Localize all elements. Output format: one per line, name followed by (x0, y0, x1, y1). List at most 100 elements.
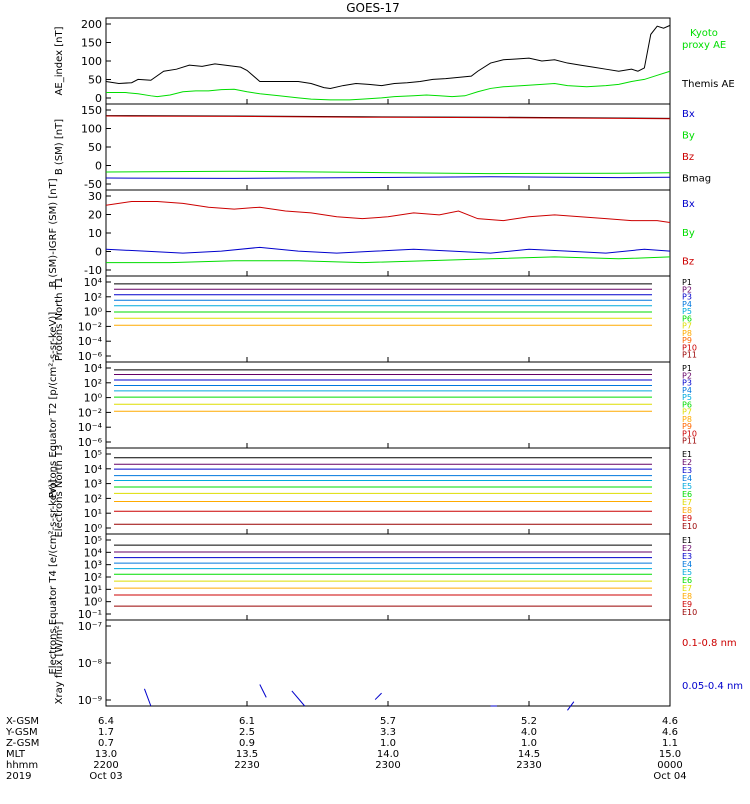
x-axis-value: Oct 03 (89, 771, 122, 782)
y-tick-label: 150 (81, 37, 102, 50)
x-axis-row-label: 2019 (6, 771, 31, 782)
x-axis-value: 2.5 (239, 727, 255, 738)
legend-entry: Bz (682, 257, 694, 268)
y-tick-label: 10⁰ (84, 596, 103, 609)
legend-entry: P7 (682, 322, 692, 331)
panel-frame (105, 447, 671, 535)
xray-segment (567, 701, 575, 711)
y-tick-label: 10² (84, 492, 102, 505)
y-tick-label: 10⁻⁶ (78, 350, 103, 363)
x-axis-value: 5.7 (380, 716, 396, 727)
legend-entry: P2 (682, 371, 692, 380)
legend-entry: E10 (682, 608, 697, 617)
legend-entry: E4 (682, 474, 692, 483)
y-tick-label: 100 (81, 123, 102, 136)
legend-entry: proxy AE (682, 40, 726, 51)
y-tick-label: 30 (88, 190, 102, 203)
legend-entry: P6 (682, 314, 692, 323)
x-axis-value: 3.3 (380, 727, 396, 738)
series-line (106, 256, 671, 264)
x-axis-value: 13.5 (236, 749, 258, 760)
legend-entry: E9 (682, 514, 692, 523)
legend-entry: E10 (682, 522, 697, 531)
legend-entry: P7 (682, 408, 692, 417)
legend-entry: Bz (682, 152, 694, 163)
panel-frame (105, 533, 671, 621)
x-axis-value: 1.0 (380, 738, 396, 749)
y-tick-label: 10⁻² (78, 406, 102, 419)
y-tick-label: 10² (84, 571, 102, 584)
y-tick-label: 10⁴ (84, 463, 103, 476)
y-tick-label: 10⁻⁶ (78, 436, 103, 449)
legend-entry: Themis AE (681, 79, 735, 90)
legend-entry: P4 (682, 300, 692, 309)
legend-entry: P10 (682, 343, 697, 352)
legend-entry: P8 (682, 329, 692, 338)
y-tick-label: 0 (95, 92, 102, 105)
xray-segment (143, 688, 152, 707)
y-tick-label: 10⁻⁴ (78, 335, 103, 348)
x-axis-value: Oct 04 (653, 771, 686, 782)
x-axis-value: 1.1 (662, 738, 678, 749)
series-line (105, 170, 671, 175)
legend-entry: P6 (682, 400, 692, 409)
x-axis-value: 0.9 (239, 738, 255, 749)
y-tick-label: 10⁻⁹ (78, 694, 102, 707)
legend-entry: E6 (682, 490, 692, 499)
xray-segment (374, 692, 382, 700)
legend-entry: P8 (682, 415, 692, 424)
legend-entry: E8 (682, 506, 692, 515)
xray-segment (291, 690, 306, 707)
x-axis-row-label: MLT (6, 749, 26, 760)
y-tick-label: 10⁻² (78, 320, 102, 333)
legend-entry: E5 (682, 482, 692, 491)
x-axis-value: 0.7 (98, 738, 114, 749)
x-axis-value: 14.0 (377, 749, 399, 760)
legend-entry: E7 (682, 584, 692, 593)
legend-entry: P5 (682, 307, 692, 316)
y-tick-label: 50 (88, 74, 102, 87)
x-axis: X-GSMY-GSMZ-GSMMLThhmm20196.41.70.713.02… (5, 716, 687, 782)
x-axis-value: 15.0 (659, 749, 681, 760)
x-axis-value: 2300 (375, 760, 400, 771)
y-tick-label: 10⁴ (84, 546, 103, 559)
y-axis-label: Protons North T1 (54, 277, 65, 361)
x-axis-value: 2330 (516, 760, 541, 771)
legend-entry: Bx (682, 199, 695, 210)
x-axis-value: 5.2 (521, 716, 537, 727)
x-axis-value: 4.6 (662, 727, 678, 738)
y-tick-label: 10² (84, 377, 102, 390)
x-axis-value: 2230 (234, 760, 259, 771)
legend-entry: Kyoto (690, 28, 718, 39)
y-tick-label: 10¹ (84, 583, 102, 596)
x-axis-row-label: Y-GSM (5, 727, 38, 738)
series-line (105, 176, 671, 179)
legend-entry: P10 (682, 429, 697, 438)
y-tick-label: 10² (84, 291, 102, 304)
legend-entry: E1 (682, 450, 692, 459)
legend-entry: E2 (682, 544, 692, 553)
panel-frame (105, 619, 671, 707)
y-axis-label: Xray flux [W/m²] (54, 622, 65, 705)
legend-entry: E8 (682, 592, 692, 601)
panel-frame (105, 189, 671, 277)
legend-entry: E2 (682, 458, 692, 467)
y-tick-label: 100 (81, 55, 102, 68)
legend-entry: Bx (682, 109, 695, 120)
series-line (105, 246, 671, 254)
legend-entry: P1 (682, 364, 692, 373)
legend-entry: 0.05-0.4 nm (682, 681, 743, 692)
legend-entry: P2 (682, 285, 692, 294)
legend-entry: P1 (682, 278, 692, 287)
legend-entry: P11 (682, 351, 697, 360)
x-axis-value: 14.5 (518, 749, 540, 760)
legend-entry: By (682, 228, 695, 239)
y-tick-label: 10⁻¹ (78, 608, 102, 621)
series-line (105, 200, 671, 223)
legend-entry: P5 (682, 393, 692, 402)
legend-entry: E4 (682, 560, 692, 569)
